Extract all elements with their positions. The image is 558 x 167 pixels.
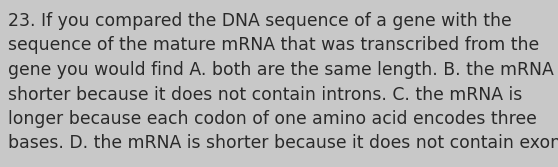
Text: sequence of the mature mRNA that was transcribed from the: sequence of the mature mRNA that was tra… xyxy=(8,37,539,54)
Text: shorter because it does not contain introns. C. the mRNA is: shorter because it does not contain intr… xyxy=(8,86,522,104)
Text: 23. If you compared the DNA sequence of a gene with the: 23. If you compared the DNA sequence of … xyxy=(8,12,512,30)
Text: bases. D. the mRNA is shorter because it does not contain exons: bases. D. the mRNA is shorter because it… xyxy=(8,134,558,152)
Text: longer because each codon of one amino acid encodes three: longer because each codon of one amino a… xyxy=(8,110,537,128)
Text: gene you would find A. both are the same length. B. the mRNA is: gene you would find A. both are the same… xyxy=(8,61,558,79)
